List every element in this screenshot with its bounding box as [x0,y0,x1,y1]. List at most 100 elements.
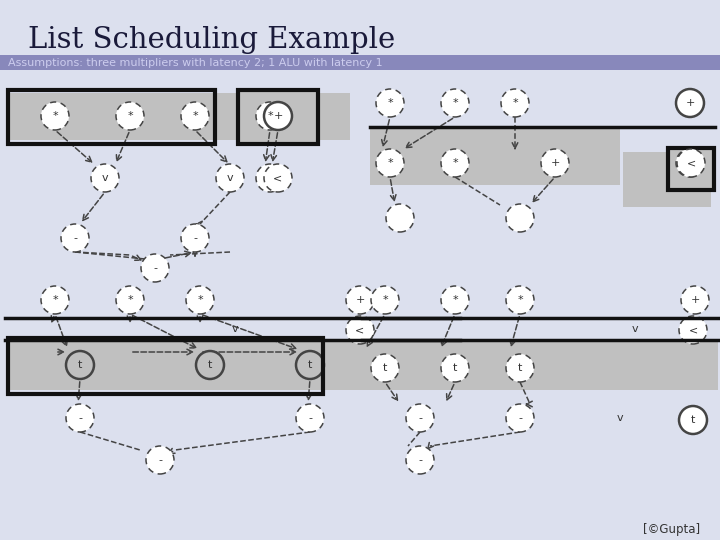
Circle shape [406,446,434,474]
Circle shape [296,351,324,379]
Circle shape [41,286,69,314]
Circle shape [506,404,534,432]
Text: List Scheduling Example: List Scheduling Example [28,26,395,54]
Text: *: * [452,295,458,305]
Bar [10,340,450,390]
Circle shape [506,354,534,382]
Text: *: * [267,111,273,121]
Circle shape [146,446,174,474]
Bar [362,340,718,390]
Text: t: t [518,363,522,373]
Circle shape [406,404,434,432]
Text: <: < [688,325,698,335]
Circle shape [386,204,414,232]
Text: <: < [356,325,364,335]
Text: *: * [197,295,203,305]
Text: -: - [78,413,82,423]
Circle shape [116,102,144,130]
Circle shape [441,354,469,382]
Circle shape [216,164,244,192]
Circle shape [116,286,144,314]
Text: t: t [208,360,212,370]
Circle shape [346,316,374,344]
Bar [10,93,350,140]
Circle shape [679,316,707,344]
Text: *: * [192,111,198,121]
Text: v: v [232,324,238,334]
Text: Assumptions: three multipliers with latency 2; 1 ALU with latency 1: Assumptions: three multipliers with late… [8,58,382,68]
Bar [240,92,316,142]
Circle shape [677,149,705,177]
Circle shape [41,102,69,130]
Bar [0,55,720,70]
Text: -: - [418,455,422,465]
Circle shape [441,149,469,177]
Circle shape [681,286,709,314]
Circle shape [264,164,292,192]
Circle shape [676,89,704,117]
Circle shape [264,102,292,130]
Text: *: * [52,111,58,121]
Text: v: v [102,173,108,183]
Bar [670,150,712,188]
Circle shape [66,404,94,432]
Text: +: + [274,111,283,121]
Text: *: * [387,98,393,108]
Circle shape [376,149,404,177]
Text: *: * [382,295,388,305]
Circle shape [256,164,284,192]
Circle shape [441,286,469,314]
Circle shape [61,224,89,252]
Circle shape [441,89,469,117]
Text: *: * [512,98,518,108]
Text: *: * [52,295,58,305]
Circle shape [141,254,169,282]
Text: *: * [127,295,132,305]
Circle shape [371,286,399,314]
Text: +: + [690,295,700,305]
Text: <: < [686,158,696,168]
Bar [370,127,620,185]
Circle shape [296,404,324,432]
Circle shape [186,286,214,314]
Text: -: - [158,455,162,465]
Text: v: v [227,173,233,183]
Circle shape [501,89,529,117]
Bar [8,90,215,144]
Circle shape [196,351,224,379]
Circle shape [679,406,707,434]
Text: -: - [73,233,77,243]
Text: <: < [274,173,283,183]
Circle shape [346,286,374,314]
Text: v: v [631,324,639,334]
Bar [8,338,323,394]
Text: -: - [418,413,422,423]
Text: [©Gupta]: [©Gupta] [643,523,700,537]
Circle shape [91,164,119,192]
Text: -: - [193,233,197,243]
Bar [668,148,714,190]
Text: -: - [518,413,522,423]
Text: +: + [355,295,365,305]
Text: t: t [308,360,312,370]
Text: t: t [690,415,696,425]
Text: v: v [617,413,624,423]
Text: *: * [387,158,393,168]
Circle shape [256,102,284,130]
Text: -: - [153,263,157,273]
Circle shape [541,149,569,177]
Text: -: - [308,413,312,423]
Text: *: * [127,111,132,121]
Text: *: * [517,295,523,305]
Circle shape [181,224,209,252]
Circle shape [676,149,704,177]
Circle shape [181,102,209,130]
Circle shape [506,286,534,314]
Circle shape [371,354,399,382]
Text: t: t [383,363,387,373]
Bar [238,90,318,144]
Text: *: * [452,158,458,168]
Bar [623,152,711,207]
Text: <: < [685,158,695,168]
Circle shape [506,204,534,232]
